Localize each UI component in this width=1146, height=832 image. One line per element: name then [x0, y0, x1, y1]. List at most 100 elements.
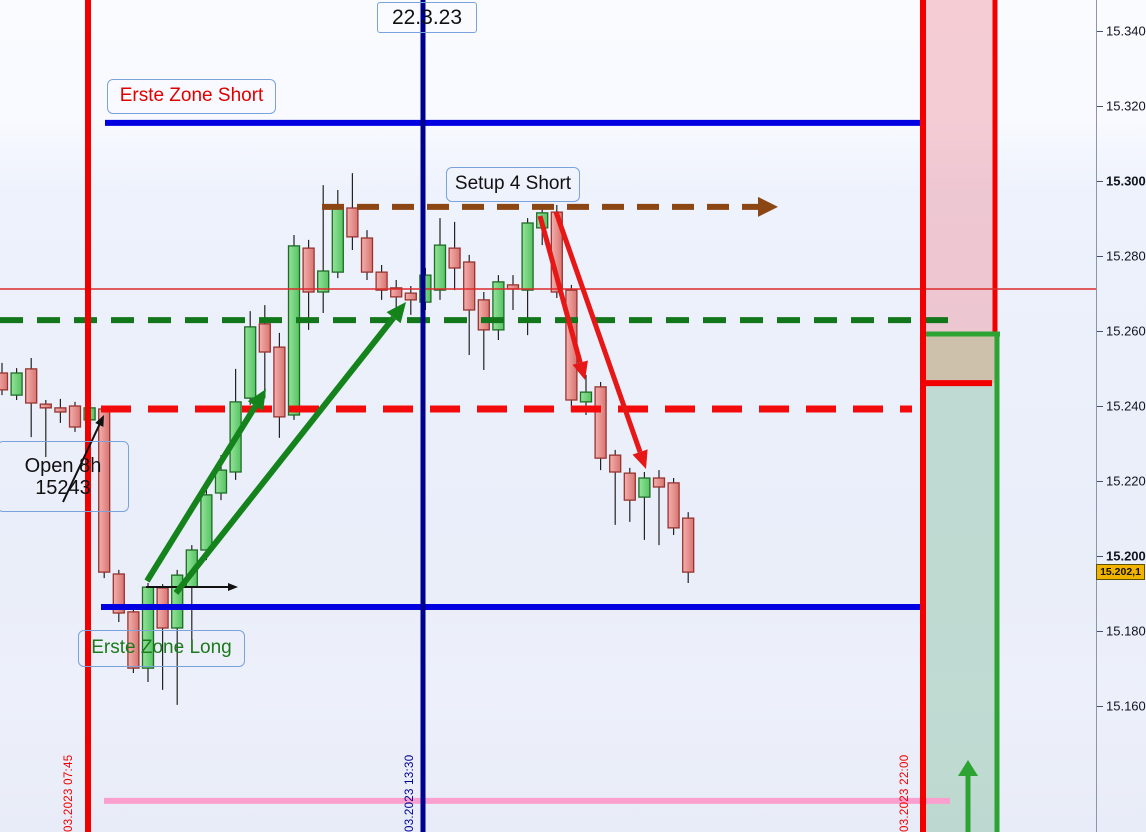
candle: [682, 512, 695, 583]
axis-tick-mark: [1097, 556, 1103, 557]
candle-body-up: [171, 574, 184, 629]
axis-tick-mark: [1097, 406, 1103, 407]
candle: [404, 286, 417, 315]
candle: [463, 254, 476, 355]
axis-tick-label: 15.220: [1106, 473, 1146, 489]
candle-body-down: [652, 477, 666, 488]
long-zone: [926, 383, 996, 832]
axis-tick-mark: [1097, 106, 1103, 107]
candle-body-up: [317, 270, 330, 293]
range-pointer-arrow-head: [228, 583, 238, 591]
candle-body-down: [346, 207, 359, 238]
zone-short-annotation-box[interactable]: Erste Zone Short: [107, 79, 276, 114]
candle: [185, 545, 198, 640]
long-zone-up-arrow-head: [958, 760, 978, 776]
short-impulse-arrow-1: [537, 215, 583, 364]
current-price-tag: 15.202,1: [1096, 564, 1145, 581]
candle: [273, 332, 286, 438]
candle: [433, 218, 447, 300]
candle: [652, 470, 666, 546]
candle: [331, 190, 344, 279]
candle-body-down: [404, 292, 417, 301]
candle: [623, 467, 636, 522]
candle-body-down: [54, 407, 67, 413]
candle: [477, 292, 490, 370]
candle: [638, 472, 651, 540]
axis-tick-label: 15.340: [1106, 23, 1146, 39]
candle-body-down: [594, 386, 607, 459]
axis-tick-mark: [1097, 256, 1103, 257]
candle-body-down: [477, 299, 490, 331]
candle: [54, 398, 67, 423]
long-impulse-arrow-2-head: [386, 302, 406, 324]
setup-label: Setup 4 Short: [454, 173, 572, 195]
short-zone: [926, 0, 993, 334]
candle-body-up: [214, 469, 228, 494]
short-impulse-arrow-1-head: [572, 360, 588, 380]
overlap-zone: [926, 334, 995, 384]
candle-body-down: [448, 247, 461, 269]
price-axis[interactable]: 15.202,1 15.340 15.320 15.300 15.280 15.260 1…: [1096, 0, 1146, 832]
axis-tick-mark: [1097, 481, 1103, 482]
short-impulse-arrow-2-head: [632, 449, 648, 469]
axis-tick-label: 15.280: [1106, 248, 1146, 264]
axis-tick-label: 15.160: [1106, 698, 1146, 714]
candle: [302, 239, 315, 330]
candle-body-down: [463, 261, 476, 311]
candle: [287, 235, 301, 420]
candle: [506, 275, 520, 310]
axis-tick-mark: [1097, 331, 1103, 332]
candle: [609, 449, 622, 525]
candle: [492, 275, 505, 340]
axis-tick-mark: [1097, 31, 1103, 32]
candle: [346, 173, 359, 250]
candle-body-down: [682, 517, 695, 573]
axis-tick-mark: [1097, 706, 1103, 707]
zone-long-annotation-box[interactable]: Erste Zone Long: [78, 630, 245, 667]
candle-body-up: [10, 372, 23, 396]
candle: [112, 569, 125, 622]
candle: [390, 280, 403, 310]
short-impulse-arrow-2: [553, 211, 643, 453]
current-price-label: 15.202,1: [1100, 566, 1141, 579]
candle-body-down: [127, 611, 140, 669]
session-0745-label: 03.2023 07:45: [63, 754, 75, 832]
open-pointer-arrow-head: [95, 415, 104, 427]
candle-body-up: [492, 281, 505, 331]
candle-body-down: [0, 372, 9, 391]
candle: [229, 368, 242, 480]
candle-body-down: [302, 247, 315, 293]
candle: [0, 362, 9, 396]
axis-tick-label: 15.180: [1106, 623, 1146, 639]
candle: [68, 401, 82, 432]
candle-body-down: [375, 271, 388, 291]
candle-body-up: [433, 244, 447, 291]
candle: [244, 311, 257, 405]
date-annotation-box[interactable]: 22.3.23: [377, 2, 477, 33]
long-impulse-arrow-1: [144, 404, 259, 583]
open-annotation-box[interactable]: Open 8h 15243: [0, 441, 129, 512]
setup-annotation-box[interactable]: Setup 4 Short: [446, 167, 580, 202]
zone-long-label: Erste Zone Long: [91, 637, 232, 659]
candle: [360, 230, 374, 280]
candle-body-up: [521, 222, 534, 291]
candle-body-down: [39, 403, 52, 409]
candle: [375, 265, 388, 300]
axis-tick-label: 15.320: [1106, 98, 1146, 114]
candle: [39, 400, 52, 457]
axis-tick-label: 15.200: [1106, 548, 1146, 564]
axis-tick-mark: [1097, 631, 1103, 632]
candle-body-up: [200, 494, 213, 551]
axis-tick-label: 15.260: [1106, 323, 1146, 339]
long-impulse-arrow-1-head: [247, 389, 266, 411]
candle-body-down: [667, 482, 680, 529]
candle-body-up: [331, 206, 344, 273]
candle-body-up: [579, 391, 593, 403]
candle: [667, 478, 680, 535]
candle: [127, 608, 140, 673]
candle-body-down: [360, 237, 374, 273]
candle-body-down: [112, 573, 125, 614]
candle: [25, 358, 38, 438]
